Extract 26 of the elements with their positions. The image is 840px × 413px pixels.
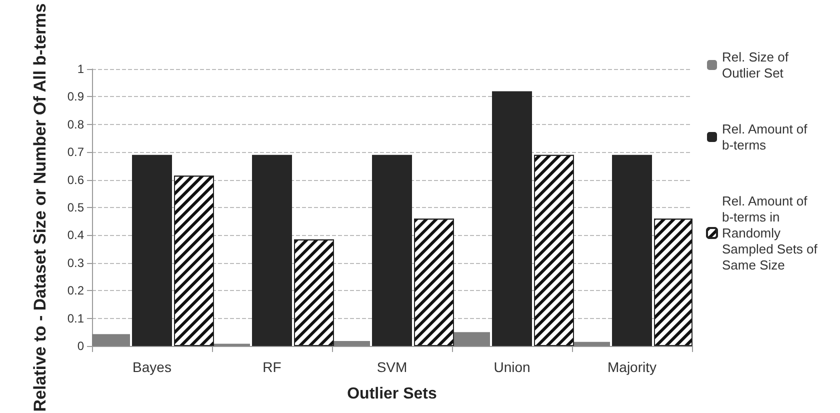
x-tick-label: Majority	[607, 359, 657, 375]
y-tick-label: 0.7	[67, 145, 84, 160]
y-tick-label: 0.4	[67, 228, 84, 242]
x-tick-label: RF	[262, 359, 282, 375]
y-tick-label: 0.5	[67, 200, 84, 215]
legend-label: Rel. Amount of b-terms	[722, 122, 811, 152]
y-axis-title: Relative to - Dataset Size or Number Of All b-terms	[30, 3, 50, 412]
legend-label: Rel. Amount of b-terms in Randomly Sampled Sets of Same Size	[722, 194, 821, 272]
x-tick-label: Union	[494, 359, 530, 375]
y-tick-label: 0.3	[67, 256, 84, 270]
y-tick-label: 0.8	[67, 117, 84, 132]
x-axis-title: Outlier Sets	[347, 386, 437, 402]
y-tick-label: 0	[77, 339, 84, 353]
bar	[372, 154, 412, 346]
bar	[492, 91, 532, 346]
x-tick-label: SVM	[376, 359, 408, 375]
y-tick-label: 0.2	[67, 284, 84, 298]
bar	[612, 154, 652, 346]
bar	[252, 154, 292, 346]
y-tick-label: 0.9	[67, 90, 84, 104]
legend-label: Rel. Size of Outlier Set	[722, 50, 792, 80]
y-tick-label: 1	[77, 62, 84, 76]
x-tick-label: Bayes	[132, 359, 172, 375]
y-tick-label: 0.1	[67, 311, 84, 326]
y-tick-label: 0.6	[67, 172, 84, 187]
bar	[132, 154, 172, 346]
